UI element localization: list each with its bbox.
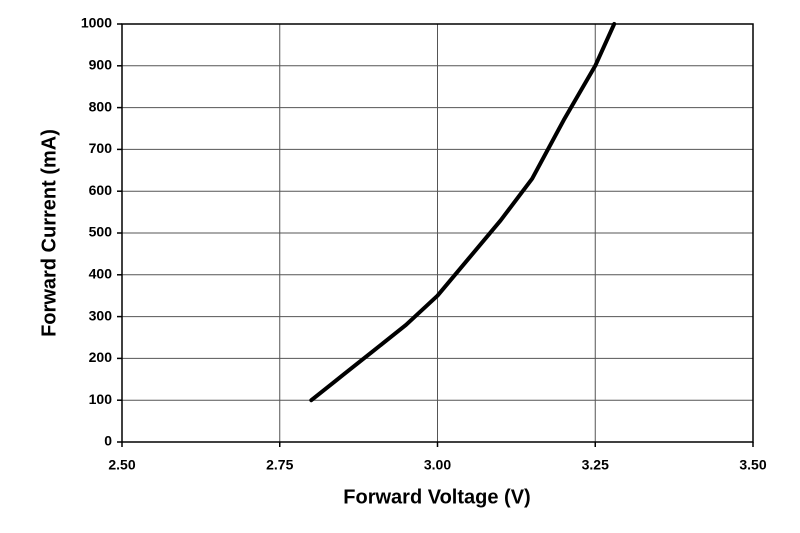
y-tick-label: 900 bbox=[89, 57, 113, 73]
y-tick-label: 400 bbox=[89, 266, 113, 282]
x-tick-label: 3.00 bbox=[424, 457, 451, 473]
plot-frame bbox=[121, 23, 754, 443]
x-tick-label: 2.75 bbox=[266, 457, 293, 473]
y-tick-label: 100 bbox=[89, 391, 113, 407]
y-tick-label: 0 bbox=[104, 433, 112, 449]
x-tick-label: 3.50 bbox=[739, 457, 766, 473]
y-tick-label: 500 bbox=[89, 224, 113, 240]
x-tick-label: 3.25 bbox=[582, 457, 609, 473]
x-tick-label: 2.50 bbox=[108, 457, 135, 473]
y-tick-label: 1000 bbox=[81, 15, 112, 31]
y-tick-label: 800 bbox=[89, 98, 113, 114]
y-tick-label: 600 bbox=[89, 182, 113, 198]
x-axis-title: Forward Voltage (V) bbox=[343, 486, 530, 508]
y-axis-title: Forward Current (mA) bbox=[38, 129, 60, 337]
y-tick-label: 300 bbox=[89, 307, 113, 323]
y-tick-label: 700 bbox=[89, 140, 113, 156]
y-tick-label: 200 bbox=[89, 349, 113, 365]
data-line bbox=[309, 22, 617, 403]
